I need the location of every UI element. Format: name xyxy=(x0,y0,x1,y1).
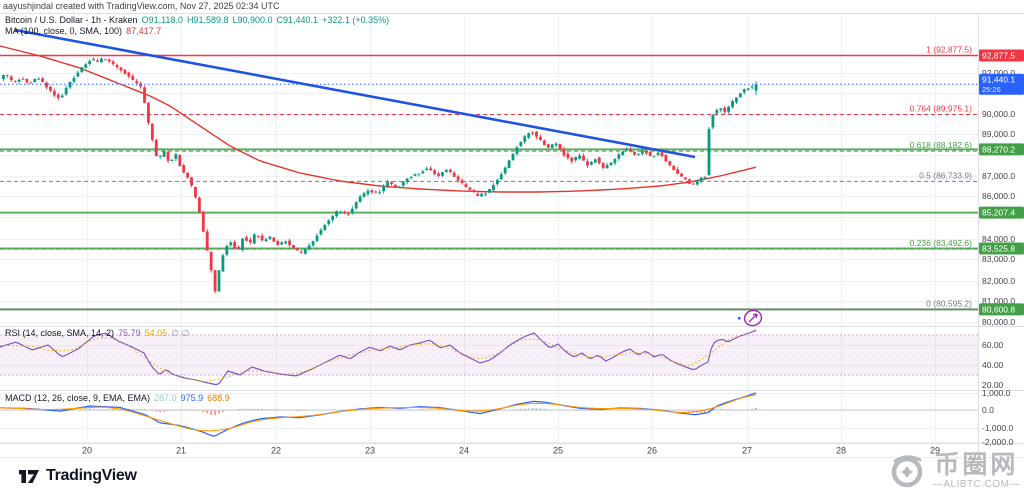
rsi-value: 75.79 xyxy=(118,328,141,338)
price-axis-label: 83,000.0 xyxy=(982,254,1015,264)
rsi-band xyxy=(0,334,978,376)
up-arrow-annotation[interactable] xyxy=(738,309,763,328)
price-tag xyxy=(979,303,1024,316)
tradingview-logo-icon xyxy=(19,470,39,483)
fib-label: 0 (80,595.2) xyxy=(926,299,972,309)
ohlc-high: H91,589.8 xyxy=(186,15,229,25)
macd-hist-value: 287.0 xyxy=(154,393,177,403)
price-tag xyxy=(979,143,1024,156)
macd-signal-line[interactable] xyxy=(0,394,757,432)
time-axis-label: 25 xyxy=(553,446,563,456)
svg-text:85,207.4: 85,207.4 xyxy=(982,208,1015,218)
price-axis-label: 82,000.0 xyxy=(982,276,1015,286)
macd-line-value: 975.9 xyxy=(180,393,204,403)
watermark: 币圈网 —ALIBTC.COM— xyxy=(887,451,1020,491)
time-axis[interactable]: 20 21 22 23 24 25 26 27 28 29 xyxy=(82,446,940,456)
fib-label: 0.236 (83,492.6) xyxy=(910,238,973,248)
svg-text:83,525.8: 83,525.8 xyxy=(982,243,1015,253)
fib-label: 0.764 (89,975.1) xyxy=(910,103,973,113)
macd-axis-label: -1,000.0 xyxy=(982,423,1013,433)
rsi-axis-label: 40.00 xyxy=(982,360,1004,370)
price-axis-label: 84,000.0 xyxy=(982,234,1015,244)
rsi-axis-label: 20.00 xyxy=(982,380,1004,390)
svg-text:80,600.8: 80,600.8 xyxy=(982,304,1015,314)
price-tag xyxy=(979,242,1024,255)
time-axis-label: 23 xyxy=(365,446,375,456)
fib-retracement[interactable]: 1 (92,877.5) 0.764 (89,975.1) 0.618 (88,18… xyxy=(0,44,978,311)
fib-label: 1 (92,877.5) xyxy=(926,44,972,54)
time-axis-label: 28 xyxy=(836,446,846,456)
macd-axis-label: 0.0 xyxy=(982,405,994,415)
rsi-legend-label: RSI (14, close, SMA, 14, 2) xyxy=(5,328,115,338)
svg-text:92,877.5: 92,877.5 xyxy=(982,50,1015,60)
svg-text:91,440.1: 91,440.1 xyxy=(982,75,1015,85)
macd-axis-label: 1,000.0 xyxy=(982,388,1011,398)
price-change: +322.1 (+0.35%) xyxy=(322,15,390,25)
ma-legend-label: MA (100, close, 0, SMA, 100) xyxy=(5,26,123,36)
time-axis-label: 24 xyxy=(459,446,469,456)
fib-label: 0.5 (86,733.9) xyxy=(919,170,972,180)
rsi-ma-value: 54.05 xyxy=(144,328,168,338)
price-axis-label: 87,000.0 xyxy=(982,171,1015,181)
time-axis-label: 22 xyxy=(271,446,281,456)
ma-line[interactable] xyxy=(0,45,757,193)
pane-separators xyxy=(0,13,1024,458)
rsi-ma-line[interactable] xyxy=(0,331,757,382)
rsi-legend[interactable]: RSI (14, close, SMA, 14, 2) 75.79 54.05 ∅ ∅ xyxy=(5,328,193,338)
countdown: 25:26 xyxy=(982,85,1001,94)
watermark-url-text: —ALIBTC.COM— xyxy=(932,478,1020,490)
price-tag xyxy=(979,206,1024,219)
price-tag xyxy=(979,49,1024,62)
watermark-coin-icon xyxy=(891,455,923,488)
tradingview-brand[interactable]: TradingView xyxy=(18,466,137,485)
price-axis-label: 81,000.0 xyxy=(982,296,1015,306)
candles xyxy=(2,57,758,294)
price-axis[interactable]: 92,000.0 90,000.0 89,000.0 87,000.0 86,000.0… xyxy=(982,68,1015,447)
ma-legend[interactable]: MA (100, close, 0, SMA, 100) 87,417.7 xyxy=(5,26,165,36)
rsi-hidden-values: ∅ ∅ xyxy=(171,328,190,338)
grid xyxy=(0,14,978,443)
price-tags: 92,877.5 91,440.125:26 88,270.2 85,207.4 83,… xyxy=(979,49,1024,316)
ohlc-low: L90,900.0 xyxy=(232,15,273,25)
price-axis-label: 86,000.0 xyxy=(982,191,1015,201)
time-axis-label: 29 xyxy=(930,446,940,456)
macd-legend[interactable]: MACD (12, 26, close, 9, EMA, EMA) 287.0 97… xyxy=(5,393,234,403)
macd-signal-value: 688.9 xyxy=(207,393,230,403)
time-axis-label: 27 xyxy=(742,446,752,456)
time-axis-label: 20 xyxy=(82,446,92,456)
price-axis-label: 90,000.0 xyxy=(982,109,1015,119)
price-tag xyxy=(979,73,1024,95)
rsi-axis-label: 60.00 xyxy=(982,340,1004,350)
ma-legend-value: 87,417.7 xyxy=(126,26,162,36)
trendline[interactable] xyxy=(14,28,696,159)
attribution-bar: aayushjindal created with TradingView.co… xyxy=(0,0,1024,13)
price-axis-label: 92,000.0 xyxy=(982,68,1015,78)
macd-legend-label: MACD (12, 26, close, 9, EMA, EMA) xyxy=(5,393,151,403)
price-axis-label: 89,000.0 xyxy=(982,129,1015,139)
symbol-title[interactable]: Bitcoin / U.S. Dollar - 1h - Kraken xyxy=(5,15,138,25)
fib-label: 0.618 (88,182.6) xyxy=(910,140,973,150)
ohlc-open: O91,118.0 xyxy=(141,15,183,25)
main-legend: Bitcoin / U.S. Dollar - 1h - Kraken O91,1… xyxy=(5,15,393,25)
time-axis-label: 26 xyxy=(647,446,657,456)
price-axis-label: 80,000.0 xyxy=(982,317,1015,327)
tradingview-brand-text: TradingView xyxy=(46,466,137,484)
support-lines[interactable] xyxy=(0,148,978,311)
rsi-line[interactable] xyxy=(0,329,757,386)
ohlc-close: C91,440.1 xyxy=(276,15,319,25)
time-axis-label: 21 xyxy=(176,446,186,456)
svg-text:88,270.2: 88,270.2 xyxy=(982,144,1015,154)
macd-axis-label: -2,000.0 xyxy=(982,437,1013,447)
footer-bar: TradingView xyxy=(0,457,1024,493)
watermark-chinese-text: 币圈网 xyxy=(934,450,1019,479)
